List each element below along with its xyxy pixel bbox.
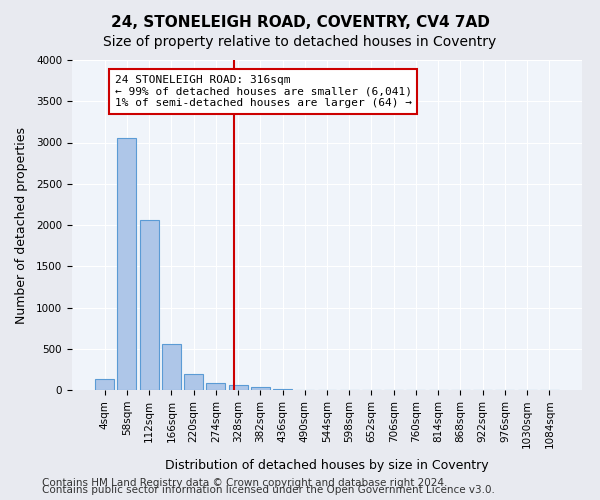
Bar: [162, 344, 181, 390]
Text: 24 STONELEIGH ROAD: 316sqm
← 99% of detached houses are smaller (6,041)
1% of se: 24 STONELEIGH ROAD: 316sqm ← 99% of deta…: [115, 75, 412, 108]
Bar: [229, 384, 248, 390]
Bar: [184, 374, 203, 390]
Bar: [273, 389, 292, 390]
Text: Contains public sector information licensed under the Open Government Licence v3: Contains public sector information licen…: [42, 485, 495, 495]
Bar: [251, 387, 270, 390]
Text: Size of property relative to detached houses in Coventry: Size of property relative to detached ho…: [103, 35, 497, 49]
Text: 24, STONELEIGH ROAD, COVENTRY, CV4 7AD: 24, STONELEIGH ROAD, COVENTRY, CV4 7AD: [110, 15, 490, 30]
Text: Contains HM Land Registry data © Crown copyright and database right 2024.: Contains HM Land Registry data © Crown c…: [42, 478, 448, 488]
X-axis label: Distribution of detached houses by size in Coventry: Distribution of detached houses by size …: [165, 460, 489, 472]
Y-axis label: Number of detached properties: Number of detached properties: [14, 126, 28, 324]
Bar: [140, 220, 158, 390]
Bar: [118, 138, 136, 390]
Bar: [206, 384, 225, 390]
Bar: [95, 379, 114, 390]
